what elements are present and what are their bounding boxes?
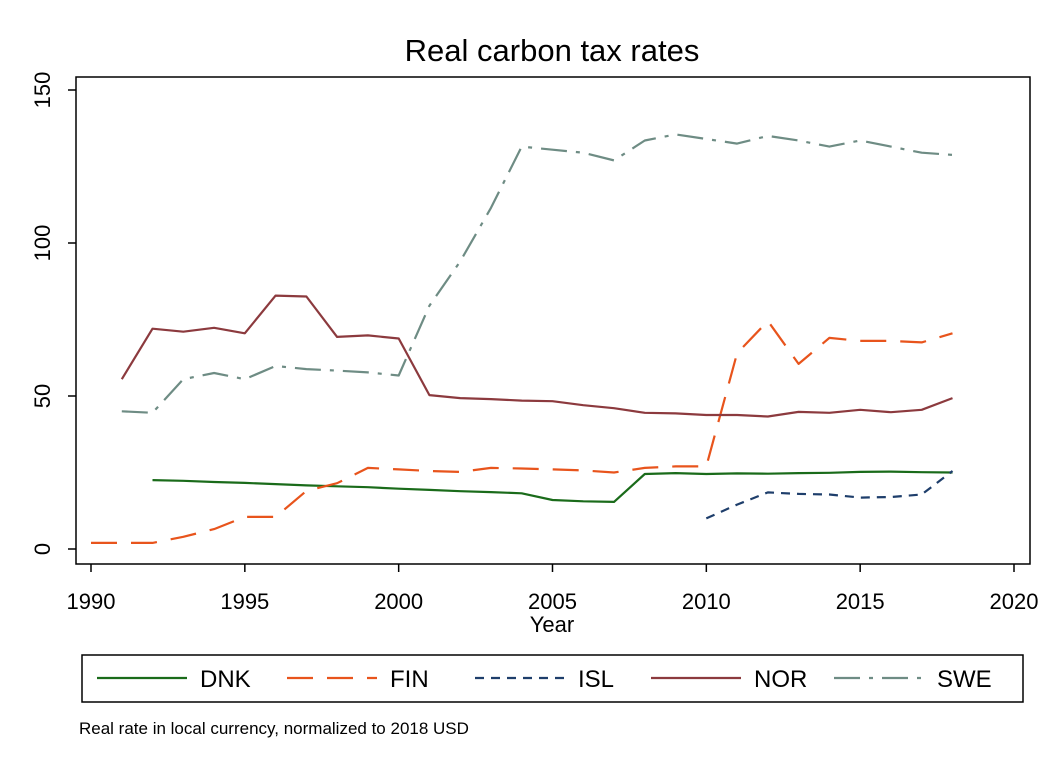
y-tick-label: 150 bbox=[30, 72, 55, 109]
legend-label-isl: ISL bbox=[578, 666, 614, 693]
y-tick-label: 50 bbox=[30, 384, 55, 408]
series-lines bbox=[91, 133, 954, 545]
x-tick-label: 1990 bbox=[67, 589, 116, 614]
y-tick-label: 100 bbox=[30, 225, 55, 262]
x-tick-label: 2000 bbox=[374, 589, 423, 614]
series-line-dnk bbox=[152, 470, 953, 503]
x-tick-label: 1995 bbox=[220, 589, 269, 614]
legend-label-swe: SWE bbox=[937, 666, 992, 693]
x-axis: 1990 1995 2000 2005 2010 2015 2020 bbox=[67, 564, 1039, 614]
series-line-nor bbox=[120, 294, 953, 418]
legend: DNK FIN ISL NOR SWE bbox=[97, 666, 992, 693]
chart-note: Real rate in local currency, normalized … bbox=[79, 719, 469, 738]
legend-label-dnk: DNK bbox=[200, 666, 251, 693]
series-line-isl bbox=[705, 470, 954, 520]
series-line-fin bbox=[91, 319, 953, 545]
series-line-swe bbox=[121, 133, 953, 414]
chart-title: Real carbon tax rates bbox=[405, 33, 700, 68]
legend-label-nor: NOR bbox=[754, 666, 807, 693]
legend-label-fin: FIN bbox=[390, 666, 429, 693]
x-tick-label: 2005 bbox=[528, 589, 577, 614]
x-tick-label: 2010 bbox=[682, 589, 731, 614]
legend-box bbox=[81, 654, 1024, 703]
x-axis-title: Year bbox=[530, 612, 574, 637]
y-axis: 0 50 100 150 bbox=[30, 72, 76, 555]
x-tick-label: 2015 bbox=[836, 589, 885, 614]
y-tick-label: 0 bbox=[30, 543, 55, 555]
x-tick-label: 2020 bbox=[990, 589, 1039, 614]
